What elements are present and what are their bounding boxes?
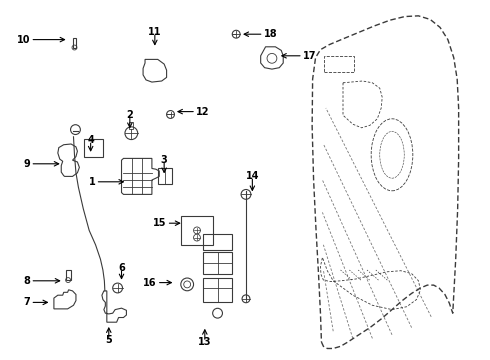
Text: 6: 6 — [118, 263, 125, 273]
Bar — [129, 122, 133, 129]
Text: 15: 15 — [153, 218, 167, 228]
Text: 11: 11 — [148, 27, 162, 37]
Text: 17: 17 — [303, 51, 317, 61]
Text: 9: 9 — [24, 159, 30, 169]
Bar — [73, 38, 76, 48]
Text: 1: 1 — [89, 177, 96, 187]
Text: 13: 13 — [198, 337, 212, 347]
Text: 2: 2 — [126, 110, 133, 120]
Bar — [203, 278, 232, 302]
Bar — [203, 252, 232, 274]
Text: 16: 16 — [143, 278, 157, 288]
Bar — [84, 139, 103, 157]
Text: 10: 10 — [17, 35, 30, 45]
Bar — [181, 216, 213, 245]
Text: 7: 7 — [24, 297, 30, 307]
Text: 12: 12 — [196, 107, 210, 117]
Text: 5: 5 — [105, 335, 112, 345]
Text: 8: 8 — [24, 276, 30, 286]
Bar — [203, 234, 232, 250]
Text: 14: 14 — [245, 171, 259, 181]
Text: 4: 4 — [87, 135, 94, 145]
Text: 18: 18 — [264, 29, 277, 39]
Bar — [158, 168, 172, 184]
Text: 3: 3 — [161, 155, 168, 165]
Bar — [324, 56, 354, 72]
Bar — [66, 270, 71, 280]
